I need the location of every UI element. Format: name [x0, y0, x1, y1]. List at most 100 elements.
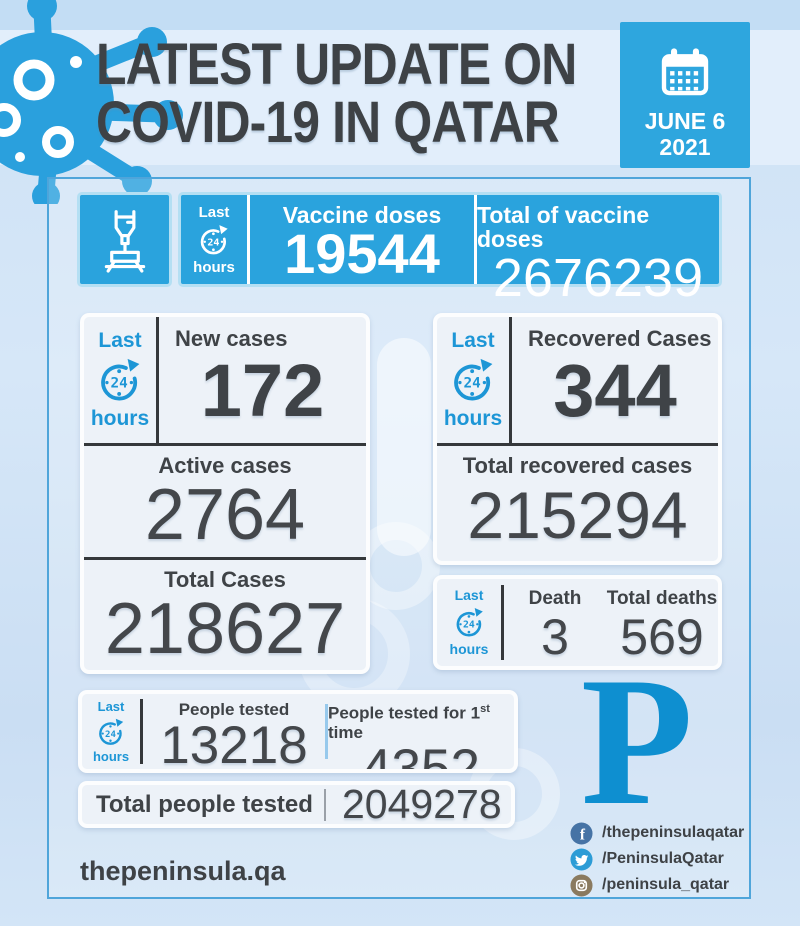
- new-cases-value: 172: [200, 349, 325, 432]
- vaccine-panel: Last 24 hours Vaccine doses 19544 Total …: [178, 192, 722, 307]
- people-tested-label: People tested: [178, 700, 290, 719]
- page-title: LATEST UPDATE ON COVID-19 IN QATAR: [96, 36, 655, 152]
- twitter-link[interactable]: /PeninsulaQatar: [570, 846, 744, 872]
- last-24-hours-badge: Last 24 hours: [437, 579, 501, 666]
- last-label: Last: [454, 587, 484, 603]
- clock-24h-icon: 24: [200, 224, 228, 254]
- total-cases-row: Total Cases 218627: [84, 560, 366, 671]
- divider: [84, 556, 366, 560]
- social-links: f /thepeninsulaqatar /PeninsulaQatar /pe…: [570, 820, 744, 898]
- people-tested-card: Last 24 hours People tested 13218 People…: [78, 690, 518, 773]
- divider: [325, 704, 328, 759]
- last-24-hours-badge: Last 24 hours: [84, 317, 156, 443]
- last-24-hours-badge: Last 24 hours: [82, 694, 140, 769]
- total-deaths-label: Total deaths: [606, 588, 718, 609]
- active-cases-value: 2764: [144, 475, 306, 555]
- last-24-hours-badge: Last 24 hours: [181, 195, 247, 284]
- calendar-icon: [661, 48, 709, 96]
- recovered-cases-row: Last 24 hours Recovered Cases 344: [437, 317, 718, 443]
- facebook-handle: /thepeninsulaqatar: [602, 824, 745, 841]
- total-recovered-value: 215294: [467, 478, 688, 552]
- hours-label: hours: [90, 407, 150, 430]
- instagram-handle: /peninsula_qatar: [602, 876, 730, 893]
- vaccine-total-value: 2676239: [492, 248, 704, 308]
- total-deaths-value: 569: [620, 609, 704, 665]
- hours-label: hours: [92, 748, 130, 764]
- last-label: Last: [98, 329, 142, 352]
- total-cases-value: 218627: [104, 588, 346, 669]
- first-time-tested-label: People tested for 1st time: [328, 703, 490, 742]
- divider: [84, 443, 366, 446]
- peninsula-p-logo: P: [580, 639, 694, 843]
- total-recovered-label: Total recovered cases: [462, 453, 693, 478]
- hours-label: hours: [449, 641, 489, 657]
- syringe-icon: [104, 209, 145, 273]
- recovered-card: Last 24 hours Recovered Cases 344 Total …: [433, 313, 722, 565]
- vaccine-total-section: Total of vaccine doses 2676239: [477, 195, 719, 307]
- divider: [437, 443, 718, 446]
- new-cases-row: Last 24 hours New cases 172: [84, 317, 366, 443]
- vaccine-doses-section: Vaccine doses 19544: [250, 195, 474, 284]
- new-cases-label: New cases: [175, 326, 288, 351]
- active-cases-label: Active cases: [158, 453, 292, 478]
- divider: [324, 788, 326, 821]
- divider: [156, 317, 159, 443]
- death-value: 3: [541, 609, 569, 665]
- death-section: Death 3: [504, 579, 606, 666]
- svg-text:24: 24: [105, 729, 116, 739]
- recovered-cases-label: Recovered Cases: [528, 326, 712, 351]
- svg-text:24: 24: [207, 237, 219, 248]
- vaccine-total-label: Total of vaccine doses: [477, 202, 650, 252]
- total-recovered-row: Total recovered cases 215294: [437, 446, 718, 561]
- facebook-link[interactable]: f /thepeninsulaqatar: [570, 820, 744, 846]
- svg-text:24: 24: [464, 376, 481, 392]
- svg-text:24: 24: [111, 376, 128, 392]
- website-url: thepeninsula.qa: [80, 856, 286, 886]
- vaccine-doses-value: 19544: [284, 222, 440, 285]
- cases-card: Last 24 hours New cases 172 Active cases…: [80, 313, 370, 674]
- total-tested-label: Total people tested: [96, 790, 313, 818]
- vaccine-panel-icon-box: [77, 192, 172, 287]
- twitter-icon: [570, 847, 593, 871]
- people-tested-value: 13218: [160, 716, 308, 773]
- divider: [140, 699, 143, 764]
- first-time-tested-value: 4352: [362, 738, 480, 773]
- title-line-2: COVID-19 IN QATAR: [96, 90, 560, 155]
- last-label: Last: [451, 329, 495, 352]
- hours-label: hours: [193, 258, 235, 276]
- instagram-icon: [570, 873, 593, 897]
- total-tested-card: Total people tested 2049278: [78, 781, 515, 828]
- vaccine-doses-label: Vaccine doses: [282, 202, 442, 228]
- last-label: Last: [97, 698, 125, 714]
- svg-text:f: f: [580, 826, 586, 843]
- facebook-icon: f: [570, 821, 593, 845]
- date-line-2: 2021: [659, 134, 711, 160]
- divider: [509, 317, 512, 443]
- svg-text:24: 24: [463, 620, 475, 631]
- people-tested-section: People tested 13218: [143, 694, 325, 769]
- death-label: Death: [528, 588, 582, 609]
- deaths-card: Last 24 hours Death 3 Total deaths 569: [433, 575, 722, 670]
- clock-24h-icon: 24: [101, 358, 140, 401]
- instagram-link[interactable]: /peninsula_qatar: [570, 872, 744, 898]
- active-cases-row: Active cases 2764: [84, 446, 366, 557]
- background-watermark: [377, 338, 431, 556]
- virus-icon: [0, 0, 183, 204]
- twitter-handle: /PeninsulaQatar: [602, 850, 724, 867]
- recovered-cases-value: 344: [553, 349, 677, 432]
- hours-label: hours: [443, 407, 503, 430]
- total-tested-value: 2049278: [342, 781, 502, 827]
- total-deaths-section: Total deaths 569: [606, 579, 718, 666]
- total-cases-label: Total Cases: [164, 566, 286, 592]
- last-label: Last: [198, 203, 230, 221]
- date-badge: JUNE 6 2021: [620, 22, 750, 168]
- date-text: JUNE 6 2021: [645, 108, 726, 160]
- first-time-tested-section: People tested for 1st time 4352: [328, 694, 514, 769]
- clock-24h-icon: 24: [99, 718, 124, 745]
- title-line-1: LATEST UPDATE ON: [96, 32, 577, 97]
- divider: [474, 195, 477, 284]
- date-line-1: JUNE 6: [644, 108, 726, 134]
- divider: [501, 585, 504, 660]
- divider: [247, 195, 250, 284]
